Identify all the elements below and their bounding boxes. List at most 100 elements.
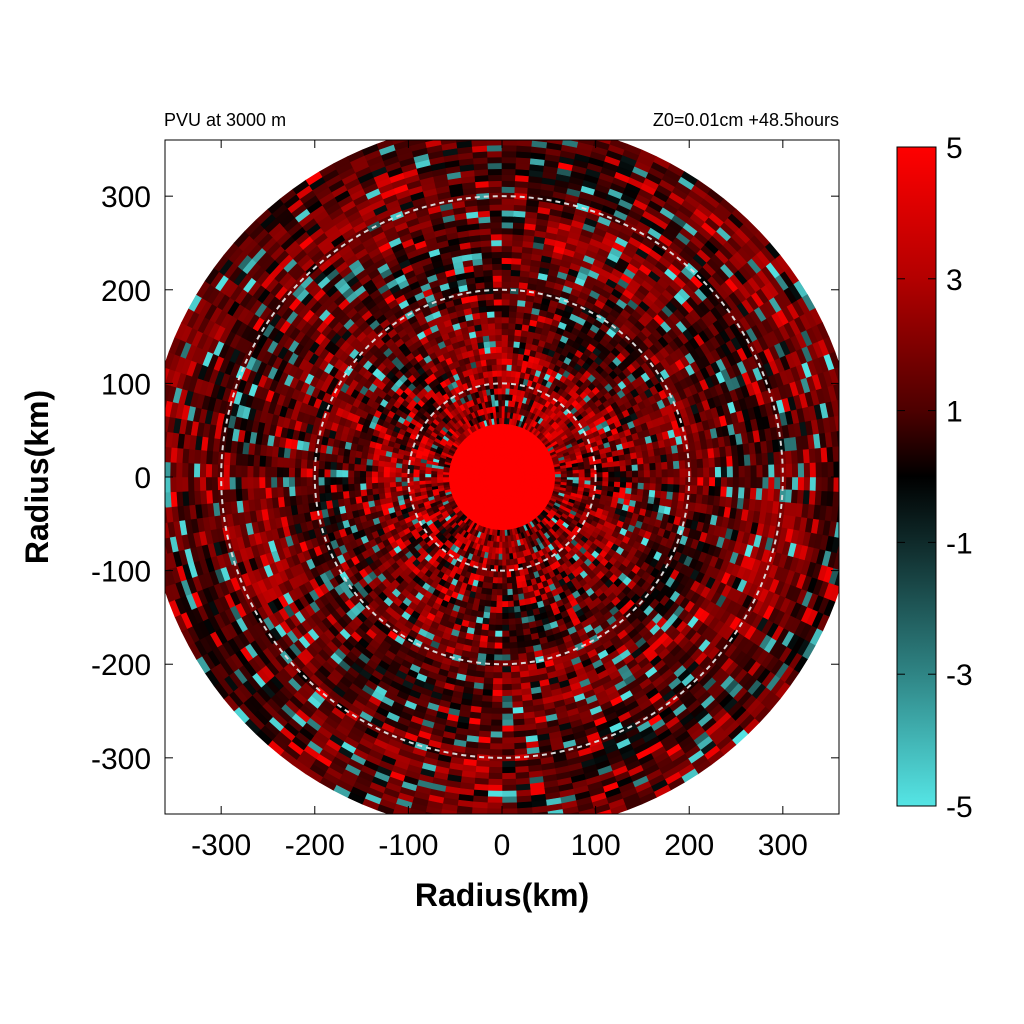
- heatmap-cell: [596, 472, 604, 478]
- heatmap-cell: [371, 464, 379, 472]
- chart-title-right: Z0=0.01cm +48.5hours: [653, 110, 839, 130]
- heatmap-cell: [508, 310, 518, 318]
- heatmap-cell: [306, 485, 314, 495]
- heatmap-cell: [494, 322, 503, 330]
- heatmap-cell: [508, 630, 517, 638]
- heatmap-cell: [424, 479, 432, 485]
- heatmap-cell: [485, 293, 495, 301]
- heatmap-cell: [412, 480, 420, 486]
- heatmap-cell: [493, 292, 503, 300]
- heatmap-cell: [486, 364, 493, 372]
- heatmap-cell: [383, 466, 391, 473]
- heatmap-cell: [486, 310, 496, 318]
- heatmap-cell: [649, 476, 657, 485]
- heatmap-cell: [454, 476, 461, 480]
- heatmap-cell: [626, 476, 633, 484]
- heatmap-cell: [697, 476, 704, 487]
- heatmap-cell: [507, 600, 515, 608]
- heatmap-cell: [572, 469, 580, 475]
- heatmap-cell: [620, 476, 627, 483]
- heatmap-cell: [501, 358, 508, 365]
- heatmap-cell: [383, 471, 390, 478]
- heatmap-cell: [359, 463, 367, 472]
- heatmap-cell: [482, 334, 491, 343]
- heatmap-cell: [494, 624, 503, 632]
- heatmap-cell: [336, 454, 344, 464]
- heatmap-cell: [613, 466, 621, 473]
- heatmap-cell: [584, 476, 592, 482]
- heatmap-cell: [494, 310, 503, 318]
- heatmap-cell: [509, 298, 519, 307]
- heatmap-cell: [620, 471, 627, 478]
- heatmap-cell: [492, 281, 503, 288]
- heatmap-cell: [288, 467, 296, 478]
- heatmap-cell: [511, 582, 518, 590]
- heatmap-cell: [501, 571, 507, 579]
- heatmap-cell: [554, 473, 562, 478]
- heatmap-cell: [501, 393, 507, 401]
- heatmap-cell: [584, 472, 592, 478]
- heatmap-cell: [661, 476, 669, 485]
- heatmap-cell: [389, 486, 397, 493]
- heatmap-cell: [625, 464, 633, 472]
- heatmap-cell: [506, 358, 513, 366]
- heatmap-cell: [679, 468, 687, 478]
- heatmap-cell: [489, 346, 497, 354]
- heatmap-cell: [497, 387, 503, 395]
- heatmap-cell: [508, 618, 516, 626]
- heatmap-cell: [501, 334, 509, 342]
- heatmap-cell: [661, 469, 669, 478]
- heatmap-cell: [654, 455, 662, 464]
- heatmap-cell: [516, 305, 526, 313]
- heatmap-cell: [619, 459, 627, 467]
- heatmap-cell: [496, 358, 503, 365]
- heatmap-cell: [702, 485, 710, 496]
- heatmap-cell: [501, 678, 512, 685]
- heatmap-cell: [491, 364, 498, 372]
- heatmap-cell: [514, 323, 524, 331]
- heatmap-cell: [389, 481, 397, 488]
- heatmap-cell: [501, 589, 508, 596]
- heatmap-cell: [383, 476, 390, 483]
- heatmap-cell: [492, 269, 503, 276]
- heatmap-cell: [667, 468, 675, 478]
- heatmap-cell: [353, 483, 361, 491]
- heatmap-cell: [637, 470, 645, 478]
- heatmap-cell: [348, 455, 356, 465]
- heatmap-cell: [637, 476, 645, 484]
- heatmap-cell: [484, 281, 494, 289]
- heatmap-cell: [353, 476, 361, 484]
- heatmap-cell: [335, 476, 343, 485]
- heatmap-cell: [365, 458, 374, 466]
- heatmap-cell: [493, 654, 503, 662]
- heatmap-cell: [501, 577, 508, 585]
- heatmap-cell: [510, 677, 521, 685]
- heatmap-cell: [496, 369, 503, 377]
- heatmap-cell: [496, 352, 503, 359]
- heatmap-cell: [507, 476, 515, 478]
- heatmap-cell: [501, 595, 508, 602]
- heatmap-cell: [354, 489, 362, 498]
- heatmap-cell: [512, 600, 520, 608]
- heatmap-cell: [492, 666, 503, 673]
- heatmap-cell: [323, 468, 331, 478]
- heatmap-cell: [678, 484, 686, 494]
- heatmap-cell: [347, 476, 355, 485]
- heatmap-cell: [489, 606, 497, 614]
- heatmap-cell: [519, 475, 526, 478]
- heatmap-cell: [495, 328, 503, 336]
- heatmap-cell: [448, 476, 455, 480]
- heatmap-cell: [497, 559, 503, 567]
- heatmap-cell: [506, 352, 514, 360]
- heatmap-cell: [330, 491, 338, 501]
- heatmap-cell: [515, 311, 525, 319]
- heatmap-cell: [488, 618, 496, 626]
- heatmap-cell: [499, 429, 503, 436]
- heatmap-cell: [335, 469, 343, 478]
- chart-title-left: PVU at 3000 m: [164, 110, 286, 130]
- heatmap-cell: [596, 467, 604, 474]
- heatmap-cell: [509, 653, 519, 661]
- heatmap-cell: [510, 281, 520, 289]
- heatmap-cell: [505, 571, 512, 579]
- heatmap-cell: [501, 292, 511, 300]
